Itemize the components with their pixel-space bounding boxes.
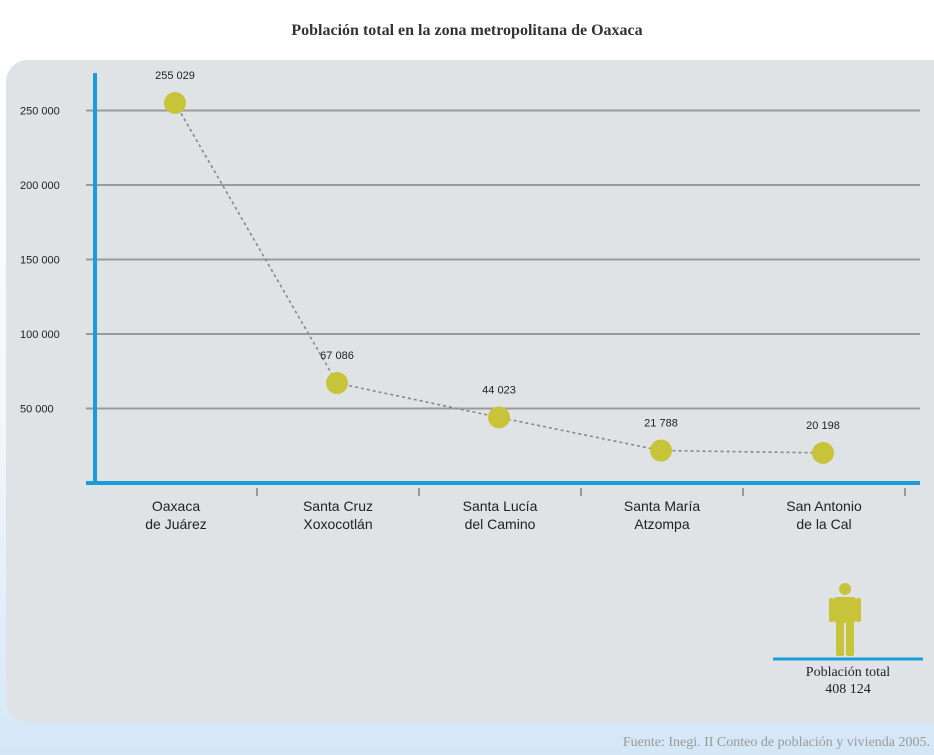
data-point — [326, 372, 348, 395]
x-tick-label: Santa María Atzompa — [624, 498, 700, 532]
y-tick-label: 200 000 — [20, 180, 60, 192]
person-head — [839, 583, 851, 595]
total-value: 408 124 — [825, 682, 871, 697]
chart-title: Población total en la zona metropolitana… — [291, 22, 643, 39]
data-point — [650, 439, 672, 462]
data-point — [164, 92, 186, 115]
person-right-leg — [846, 622, 854, 656]
plot-panel — [6, 60, 934, 722]
data-points — [164, 92, 834, 464]
data-label: 44 023 — [482, 384, 516, 396]
y-tick-label: 100 000 — [20, 329, 60, 341]
total-caption: Población total 408 124 — [773, 664, 923, 698]
person-body — [834, 597, 856, 623]
y-tick-label: 50 000 — [20, 404, 54, 416]
source-note: Fuente: Inegi. II Conteo de población y … — [622, 735, 930, 750]
person-right-arm — [856, 598, 861, 622]
connector-line — [174, 102, 824, 454]
person-left-leg — [836, 622, 844, 656]
data-label: 255 029 — [155, 70, 195, 82]
total-label: Población total — [805, 665, 891, 680]
data-label: 21 788 — [644, 418, 678, 430]
data-label: 67 086 — [320, 350, 354, 362]
x-tick-label: San Antonio de la Cal — [786, 498, 862, 532]
x-tick-label: Santa Lucía del Camino — [463, 498, 538, 532]
y-tick-label: 250 000 — [20, 106, 60, 118]
x-tick-label: Santa Cruz Xoxocotlán — [303, 498, 373, 532]
person-left-arm — [829, 598, 834, 622]
y-tick-labels: 50 000 100 000 150 000 200 000 250 000 — [20, 106, 60, 416]
data-point — [488, 406, 510, 429]
x-tick-labels: Oaxaca de Juárez Santa Cruz Xoxocotlán Santa… — [145, 498, 862, 532]
axes — [86, 73, 920, 496]
data-label: 20 198 — [806, 420, 840, 432]
total-indicator — [773, 583, 923, 661]
series-line — [174, 102, 824, 454]
y-tick-label: 150 000 — [20, 255, 60, 267]
data-labels: 255 029 67 086 44 023 21 788 20 198 — [155, 70, 840, 432]
gridlines — [86, 109, 920, 410]
person-icon — [829, 583, 861, 656]
data-point — [812, 441, 834, 464]
x-tick-label: Oaxaca de Juárez — [145, 498, 206, 532]
